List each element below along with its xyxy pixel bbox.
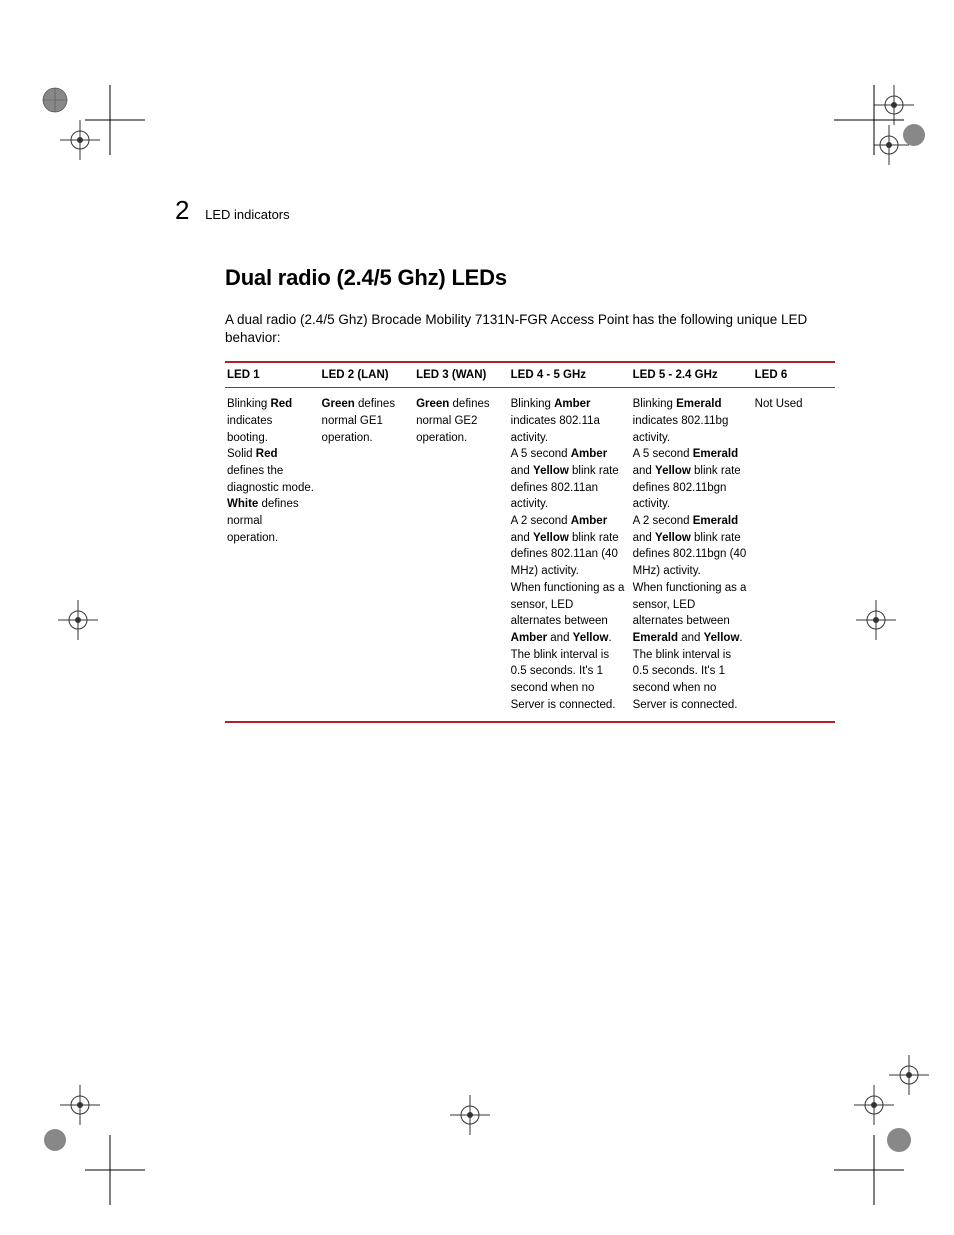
registration-mark-icon <box>40 1095 100 1155</box>
page-title: Dual radio (2.4/5 Ghz) LEDs <box>225 265 835 291</box>
crosshair-icon <box>869 1055 929 1115</box>
column-header: LED 2 (LAN) <box>320 362 415 388</box>
led-table: LED 1LED 2 (LAN)LED 3 (WAN)LED 4 - 5 GHz… <box>225 361 835 723</box>
crop-lines-icon <box>814 1115 874 1175</box>
cell-led1: Blinking Red indicates booting.Solid Red… <box>225 388 320 722</box>
registration-mark-icon <box>40 85 100 145</box>
table-header-row: LED 1LED 2 (LAN)LED 3 (WAN)LED 4 - 5 GHz… <box>225 362 835 388</box>
column-header: LED 6 <box>753 362 835 388</box>
intro-text: A dual radio (2.4/5 Ghz) Brocade Mobilit… <box>225 311 835 347</box>
table-row: Blinking Red indicates booting.Solid Red… <box>225 388 835 722</box>
column-header: LED 5 - 2.4 GHz <box>631 362 753 388</box>
cell-led6: Not Used <box>753 388 835 722</box>
registration-mark-icon <box>854 1095 914 1155</box>
crosshair-icon <box>874 115 934 175</box>
cell-led2: Green defines normal GE1 operation. <box>320 388 415 722</box>
chapter-number: 2 <box>175 195 189 226</box>
crosshair-icon <box>836 600 896 660</box>
crop-lines-icon <box>85 85 145 145</box>
column-header: LED 1 <box>225 362 320 388</box>
cell-led4: Blinking Amber indicates 802.11a activit… <box>509 388 631 722</box>
crosshair-icon <box>58 600 118 660</box>
crosshair-icon <box>60 1065 120 1125</box>
cell-led3: Green defines normal GE2 operation. <box>414 388 509 722</box>
content-area: Dual radio (2.4/5 Ghz) LEDs A dual radio… <box>225 195 835 723</box>
crop-lines-icon <box>814 85 874 145</box>
page: 2 LED indicators Dual radio (2.4/5 Ghz) … <box>0 0 954 1235</box>
registration-mark-icon <box>854 85 914 145</box>
cell-led5: Blinking Emerald indicates 802.11bg acti… <box>631 388 753 722</box>
crosshair-icon <box>440 1085 500 1145</box>
column-header: LED 3 (WAN) <box>414 362 509 388</box>
crop-lines-icon <box>85 1115 145 1175</box>
crosshair-icon <box>60 120 120 180</box>
column-header: LED 4 - 5 GHz <box>509 362 631 388</box>
crosshair-icon <box>834 1065 894 1125</box>
